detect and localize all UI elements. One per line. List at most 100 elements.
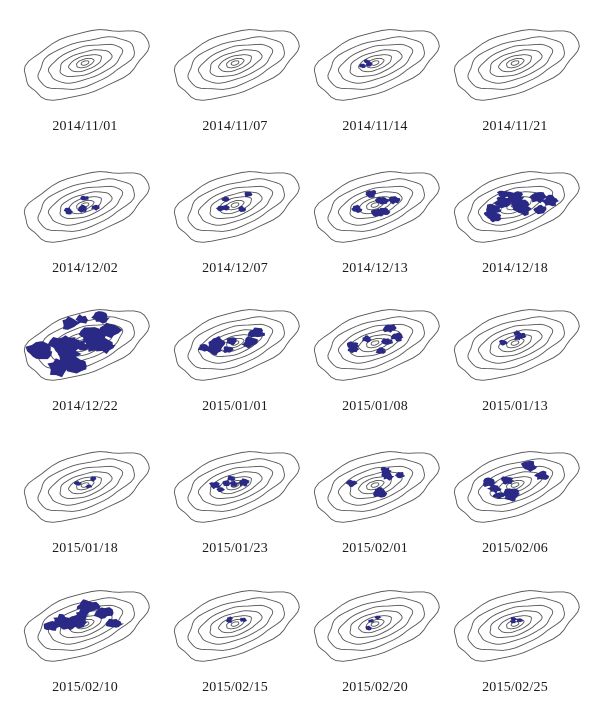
contour-line xyxy=(23,171,150,243)
snow-patch xyxy=(540,194,560,207)
contour-line xyxy=(173,29,300,101)
snow-patch xyxy=(67,614,88,629)
contour-line xyxy=(489,329,543,358)
map-panel: 2015/01/23 xyxy=(160,427,310,567)
panel-date-label: 2015/02/15 xyxy=(202,680,268,695)
contour-line xyxy=(327,597,425,651)
panel-date-label: 2015/01/08 xyxy=(342,399,408,414)
contour-map xyxy=(173,171,300,243)
contour-line xyxy=(218,615,252,634)
contour-line xyxy=(68,54,102,73)
snow-cover xyxy=(215,191,253,213)
snow-patch xyxy=(382,324,397,333)
snow-patch xyxy=(91,311,110,324)
snow-patch xyxy=(80,195,89,201)
snow-patch xyxy=(73,481,82,486)
panel-date-label: 2014/12/22 xyxy=(52,399,118,414)
contour-lines xyxy=(173,590,300,662)
snow-patch xyxy=(216,487,226,493)
contour-line xyxy=(187,36,285,90)
map-panel: 2014/12/13 xyxy=(300,147,450,287)
snow-patch xyxy=(387,196,401,205)
panel-date-label: 2014/12/13 xyxy=(342,261,408,276)
snow-patch xyxy=(91,204,100,211)
snow-patch xyxy=(77,204,88,213)
snow-patch xyxy=(65,209,74,215)
contour-line xyxy=(506,479,525,491)
contour-line xyxy=(370,340,380,346)
contour-line xyxy=(47,465,124,506)
snow-patch xyxy=(221,204,230,211)
contour-line xyxy=(337,43,414,84)
snow-patch xyxy=(496,196,508,204)
contour-line xyxy=(37,597,135,651)
snow-patch xyxy=(534,470,550,480)
contour-map xyxy=(453,171,580,243)
contour-line xyxy=(358,476,392,495)
contour-line xyxy=(173,171,300,243)
snow-patch xyxy=(529,192,548,204)
snow-patch xyxy=(394,472,406,479)
contour-line xyxy=(197,185,274,226)
contour-map xyxy=(453,29,580,101)
snow-cover xyxy=(482,460,550,502)
contour-line xyxy=(173,590,300,662)
contour-line xyxy=(187,458,285,512)
contour-map xyxy=(453,451,580,523)
contour-lines xyxy=(313,590,440,662)
contour-lines xyxy=(453,451,580,523)
snow-cover xyxy=(197,327,265,356)
map-panel: 2015/02/01 xyxy=(300,427,450,567)
contour-line xyxy=(59,471,113,500)
snow-patch xyxy=(359,63,367,69)
map-panel: 2014/12/18 xyxy=(440,147,590,287)
contour-map xyxy=(173,590,300,662)
contour-line xyxy=(23,590,150,662)
panel-date-label: 2014/11/21 xyxy=(482,119,548,134)
contour-line xyxy=(209,610,263,639)
panel-date-label: 2015/01/18 xyxy=(52,541,118,556)
snow-patch xyxy=(492,492,505,499)
contour-line xyxy=(467,178,565,232)
contour-map xyxy=(313,309,440,381)
contour-line xyxy=(209,191,263,220)
snow-patch xyxy=(372,490,382,497)
panel-date-label: 2014/11/07 xyxy=(202,119,268,134)
contour-line xyxy=(370,60,380,66)
contour-line xyxy=(23,451,150,523)
snow-patch xyxy=(347,344,360,354)
contour-line xyxy=(218,54,252,73)
map-panel: 2015/02/20 xyxy=(300,566,450,706)
snow-patch xyxy=(375,347,386,354)
contour-line xyxy=(197,43,274,84)
snow-cover xyxy=(226,616,247,624)
contour-line xyxy=(489,610,543,639)
contour-line xyxy=(489,49,543,78)
contour-line xyxy=(358,54,392,73)
map-panel: 2014/12/22 xyxy=(10,285,160,425)
snow-patch xyxy=(345,479,358,488)
snow-patch xyxy=(511,198,530,212)
panel-date-label: 2015/02/20 xyxy=(342,680,408,695)
snow-patch xyxy=(244,191,253,197)
map-panel: 2015/01/01 xyxy=(160,285,310,425)
snow-patch xyxy=(51,616,71,630)
contour-line xyxy=(173,451,300,523)
snow-cover xyxy=(509,617,524,624)
contour-line xyxy=(313,309,440,381)
contour-lines xyxy=(453,590,580,662)
snow-patch xyxy=(361,335,372,343)
contour-line xyxy=(358,615,392,634)
contour-lines xyxy=(313,29,440,101)
contour-line xyxy=(313,29,440,101)
contour-line xyxy=(453,590,580,662)
contour-line xyxy=(349,191,403,220)
snow-patch xyxy=(496,190,510,199)
contour-map xyxy=(173,451,300,523)
contour-line xyxy=(226,57,245,69)
snow-patch xyxy=(226,616,233,621)
contour-line xyxy=(37,36,135,90)
snow-patch xyxy=(375,196,388,205)
panel-date-label: 2015/02/06 xyxy=(482,541,548,556)
panel-date-label: 2015/02/10 xyxy=(52,680,118,695)
